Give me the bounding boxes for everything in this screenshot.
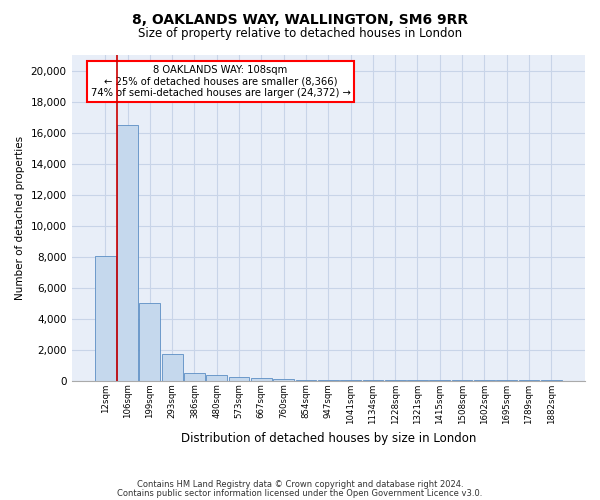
Bar [139,303,160,380]
Bar [117,125,138,380]
Bar [273,379,294,380]
X-axis label: Distribution of detached houses by size in London: Distribution of detached houses by size … [181,432,476,445]
Text: Contains HM Land Registry data © Crown copyright and database right 2024.: Contains HM Land Registry data © Crown c… [137,480,463,489]
Text: Size of property relative to detached houses in London: Size of property relative to detached ho… [138,28,462,40]
Bar [229,378,250,380]
Text: 8 OAKLANDS WAY: 108sqm
← 25% of detached houses are smaller (8,366)
74% of semi-: 8 OAKLANDS WAY: 108sqm ← 25% of detached… [91,65,350,98]
Y-axis label: Number of detached properties: Number of detached properties [15,136,25,300]
Text: Contains public sector information licensed under the Open Government Licence v3: Contains public sector information licen… [118,488,482,498]
Bar [251,378,272,380]
Bar [206,375,227,380]
Bar [184,373,205,380]
Bar [162,354,182,380]
Text: 8, OAKLANDS WAY, WALLINGTON, SM6 9RR: 8, OAKLANDS WAY, WALLINGTON, SM6 9RR [132,12,468,26]
Bar [95,256,116,380]
